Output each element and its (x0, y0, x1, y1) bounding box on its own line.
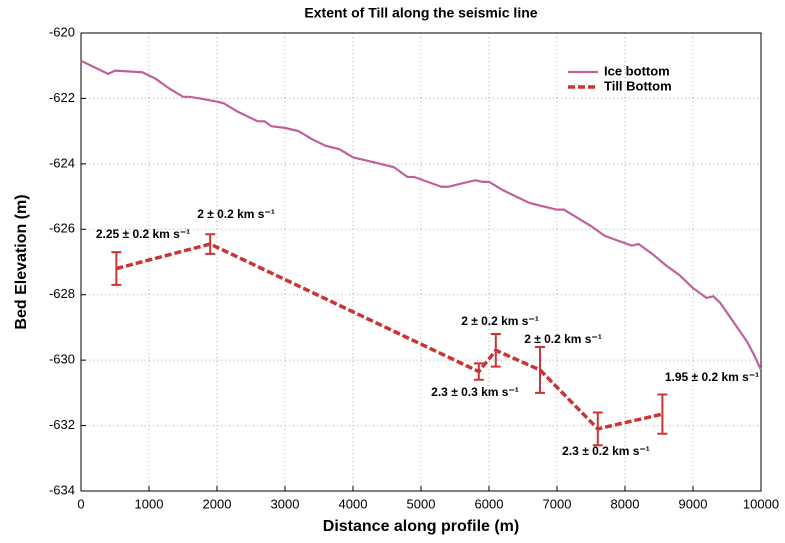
error-bar (473, 362, 484, 381)
y-tick-label: -632 (49, 417, 75, 432)
y-tick-label: -624 (49, 155, 75, 170)
x-axis-label: Distance along profile (m) (323, 518, 519, 535)
x-tick-label: 4000 (339, 496, 368, 511)
x-tick-label: 6000 (475, 496, 504, 511)
x-tick-label: 3000 (271, 496, 300, 511)
annotation: 1.95 ± 0.2 km s⁻¹ (665, 370, 759, 384)
error-bar (205, 233, 216, 255)
error-bar (592, 411, 603, 447)
y-tick-label: -634 (49, 482, 75, 497)
y-tick-label: -630 (49, 352, 75, 367)
y-axis-label: Bed Elevation (m) (13, 194, 30, 329)
legend-label: Ice bottom (604, 63, 670, 78)
error-bar (535, 346, 545, 394)
plot-frame (80, 32, 762, 492)
y-tick-label: -628 (49, 286, 75, 301)
annotation: 2.25 ± 0.2 km s⁻¹ (96, 227, 190, 241)
legend-label: Till Bottom (604, 78, 672, 93)
annotation: 2.3 ± 0.2 km s⁻¹ (562, 444, 650, 458)
x-tick-label: 10000 (743, 496, 779, 511)
y-tick-label: -626 (49, 221, 75, 236)
annotation: 2 ± 0.2 km s⁻¹ (197, 207, 275, 221)
annotation: 2 ± 0.2 km s⁻¹ (524, 332, 602, 346)
x-tick-label: 0 (77, 496, 84, 511)
annotation: 2.3 ± 0.3 km s⁻¹ (431, 385, 519, 399)
ice-line (80, 59, 762, 371)
chart-title: Extent of Till along the seismic line (304, 5, 537, 21)
x-tick-label: 5000 (407, 496, 436, 511)
error-bar (490, 332, 501, 368)
x-tick-label: 9000 (679, 496, 708, 511)
x-tick-label: 2000 (203, 496, 232, 511)
x-tick-label: 1000 (135, 496, 164, 511)
x-tick-label: 7000 (543, 496, 572, 511)
error-bar (657, 393, 668, 435)
y-tick-label: -622 (49, 90, 75, 105)
y-tick-label: -620 (49, 24, 75, 39)
annotation: 2 ± 0.2 km s⁻¹ (461, 314, 539, 328)
x-tick-label: 8000 (611, 496, 640, 511)
error-bar (111, 251, 122, 286)
